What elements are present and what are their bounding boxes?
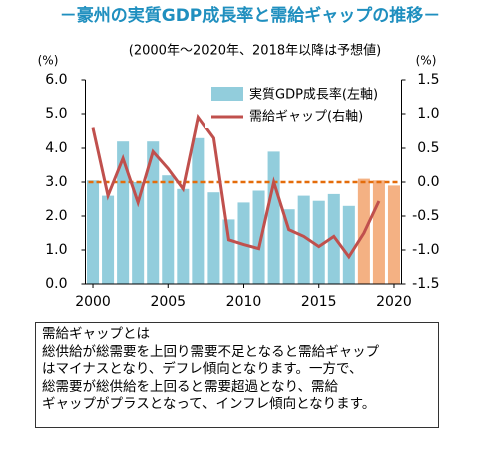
bar bbox=[162, 175, 175, 284]
legend-swatch bbox=[211, 87, 243, 101]
note-body: 総供給が総需要を上回り需要不足となると需給ギャップ はマイナスとなり、デフレ傾向と… bbox=[42, 344, 432, 414]
bar bbox=[222, 219, 235, 284]
bar bbox=[87, 180, 100, 284]
bar bbox=[282, 209, 295, 284]
bar bbox=[342, 205, 355, 284]
x-tick-label: 2010 bbox=[226, 294, 262, 310]
chart-title: －豪州の実質GDP成長率と需給ギャップの推移－ bbox=[60, 5, 441, 26]
legend-label: 需給ギャップ(右軸) bbox=[249, 110, 363, 125]
bar bbox=[132, 182, 145, 284]
y-tick-label: 1.0 bbox=[45, 242, 67, 258]
note-line: 総供給が総需要を上回り需要不足となると需給ギャップ bbox=[42, 343, 380, 360]
y2-tick-label: 0.5 bbox=[417, 140, 439, 156]
bar bbox=[177, 188, 190, 284]
gap-line bbox=[91, 113, 381, 260]
bar bbox=[312, 200, 325, 284]
y2-tick-label: 0.0 bbox=[417, 174, 439, 190]
bar bbox=[267, 151, 280, 284]
x-tick-label: 2000 bbox=[75, 294, 111, 310]
note-box: 需給ギャップとは 総供給が総需要を上回り需要不足となると需給ギャップ はマイナスと… bbox=[35, 322, 439, 428]
note-line: 総需要が総供給を上回ると需要超過となり、需給 bbox=[42, 378, 339, 395]
bar bbox=[372, 180, 385, 284]
x-tick-label: 2005 bbox=[150, 294, 186, 310]
y2-tick-label: -1.5 bbox=[412, 276, 439, 292]
y-tick-label: 3.0 bbox=[45, 174, 67, 190]
legend-label: 実質GDP成長率(左軸) bbox=[249, 87, 378, 103]
bar bbox=[102, 195, 115, 284]
note-heading: 需給ギャップとは bbox=[42, 326, 150, 342]
y-tick-label: 6.0 bbox=[45, 72, 67, 88]
y-tick-label: 4.0 bbox=[45, 140, 67, 156]
y2-unit: (%) bbox=[416, 54, 437, 68]
bar bbox=[147, 141, 160, 284]
note-line: ギャップがプラスとなって、インフレ傾向となります。 bbox=[42, 396, 376, 412]
y-tick-label: 2.0 bbox=[45, 208, 67, 224]
bar bbox=[207, 192, 220, 284]
bar bbox=[387, 185, 400, 284]
x-tick-label: 2020 bbox=[376, 294, 412, 310]
y-unit: (%) bbox=[38, 54, 59, 68]
bar bbox=[252, 190, 265, 284]
bar bbox=[297, 195, 310, 284]
x-tick-label: 2015 bbox=[301, 294, 337, 310]
note-line: はマイナスとなり、デフレ傾向となります。一方で、 bbox=[42, 361, 363, 377]
bar bbox=[192, 137, 205, 284]
y2-tick-label: -0.5 bbox=[412, 208, 439, 224]
y-tick-label: 5.0 bbox=[45, 106, 67, 122]
y2-tick-label: 1.0 bbox=[417, 106, 439, 122]
y2-tick-label: 1.5 bbox=[417, 72, 439, 88]
chart: －豪州の実質GDP成長率と需給ギャップの推移－ (2000年～2020年、201… bbox=[38, 5, 441, 310]
y2-tick-label: -1.0 bbox=[412, 242, 439, 258]
y-tick-label: 0.0 bbox=[45, 276, 67, 292]
chart-subtitle: (2000年～2020年、2018年以降は予想値) bbox=[129, 43, 381, 59]
bar bbox=[117, 141, 130, 284]
bar bbox=[327, 193, 340, 284]
